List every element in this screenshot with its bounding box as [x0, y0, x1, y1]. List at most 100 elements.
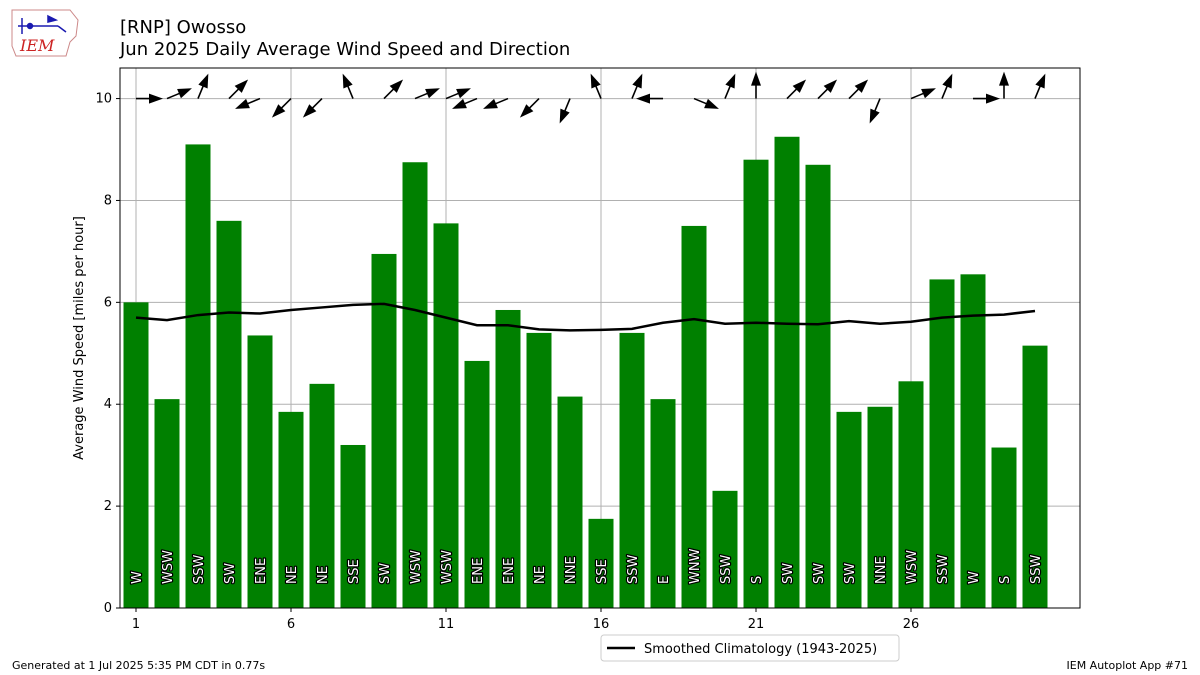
arrow-head: [854, 79, 869, 93]
iem-logo: IEM: [11, 9, 79, 57]
arrow-head: [636, 93, 650, 104]
state-outline-icon: [11, 9, 79, 57]
wind-bar: [371, 253, 397, 608]
wind-direction-arrow: [751, 71, 761, 99]
direction-label: SSW: [719, 554, 734, 584]
direction-label: SW: [843, 563, 858, 584]
direction-label: WSW: [440, 550, 455, 584]
arrow-head: [1035, 73, 1046, 89]
arrow-head: [942, 73, 953, 89]
arrow-head: [234, 79, 249, 93]
arrow-head: [519, 104, 534, 118]
wind-bar: [867, 406, 893, 608]
direction-label: SSE: [347, 559, 362, 584]
arrow-head: [483, 98, 498, 109]
wind-direction-arrow: [519, 98, 540, 118]
wind-bar: [185, 144, 211, 608]
wind-direction-arrow: [445, 88, 471, 100]
arrow-head: [792, 79, 807, 93]
direction-label: WSW: [161, 550, 176, 584]
wind-bar: [681, 225, 707, 608]
wind-bar: [433, 223, 459, 608]
x-tick-label: 16: [593, 617, 610, 632]
arrow-head: [302, 104, 317, 118]
wind-direction-arrow: [136, 93, 163, 104]
x-tick-label: 11: [438, 617, 455, 632]
wind-bar: [960, 274, 986, 608]
wind-bar: [588, 518, 614, 608]
arrow-head: [999, 71, 1009, 86]
arrow-head: [590, 73, 601, 89]
direction-label: SSW: [626, 554, 641, 584]
plot-frame: [119, 67, 1081, 609]
direction-label: SW: [378, 563, 393, 584]
direction-label: NNE: [564, 556, 579, 584]
wind-bar: [774, 136, 800, 608]
wind-direction-arrow: [693, 97, 719, 109]
arrow-head: [632, 73, 643, 89]
direction-label: NE: [533, 566, 548, 584]
direction-label: NE: [316, 566, 331, 584]
wind-bar: [898, 381, 924, 608]
wind-bar: [123, 302, 149, 608]
wind-bar: [1022, 345, 1048, 608]
wind-direction-arrow: [999, 71, 1009, 99]
wind-direction-arrow: [383, 79, 404, 100]
y-tick-label: 10: [95, 92, 112, 107]
legend-box: [600, 634, 900, 662]
arrow-head: [235, 98, 250, 109]
arrow-head: [869, 108, 880, 124]
wind-bar: [712, 490, 738, 608]
chart-subtitle: Jun 2025 Daily Average Wind Speed and Di…: [120, 39, 571, 60]
direction-label: ENE: [502, 558, 517, 584]
direction-label: NE: [285, 566, 300, 584]
y-tick-label: 2: [104, 499, 112, 514]
wind-bar: [247, 335, 273, 608]
wind-direction-arrow: [590, 73, 602, 99]
direction-label: WSW: [409, 550, 424, 584]
direction-label: SSE: [595, 559, 610, 584]
wind-bar: [154, 399, 180, 608]
arrow-head: [425, 88, 440, 99]
wind-direction-arrow: [197, 73, 209, 99]
legend: Smoothed Climatology (1943-2025): [600, 634, 900, 662]
app-label: IEM Autoplot App #71: [1066, 659, 1189, 672]
wind-direction-arrow: [342, 73, 354, 99]
wind-bar: [805, 164, 831, 608]
wind-bar: [836, 411, 862, 608]
arrow-head: [456, 88, 471, 99]
wind-direction-arrow: [235, 97, 261, 109]
wind-direction-arrow: [414, 88, 440, 100]
arrow-head: [559, 108, 570, 124]
arrow-head: [921, 88, 936, 99]
arrow-head: [342, 73, 353, 89]
direction-label: SSW: [192, 554, 207, 584]
wind-direction-arrow: [166, 88, 192, 100]
x-tick-label: 1: [132, 617, 140, 632]
x-tick-label: 21: [748, 617, 765, 632]
weather-instrument-icon: [18, 14, 67, 34]
y-axis-label: Average Wind Speed [miles per hour]: [72, 216, 87, 460]
direction-label: WSW: [905, 550, 920, 584]
arrow-head: [452, 98, 467, 109]
y-tick-label: 6: [104, 295, 112, 310]
wind-bar: [402, 162, 428, 608]
wind-bar: [557, 396, 583, 608]
arrow-head: [725, 73, 736, 89]
direction-label: SW: [223, 563, 238, 584]
direction-label: S: [998, 576, 1013, 584]
wind-direction-arrow: [724, 73, 736, 99]
arrow-head: [271, 104, 286, 118]
direction-label: SW: [781, 563, 796, 584]
wind-direction-arrow: [559, 98, 571, 124]
direction-label: W: [967, 571, 982, 584]
wind-direction-arrow: [910, 88, 936, 100]
wind-bar: [619, 332, 645, 608]
arrow-head: [704, 98, 719, 109]
arrow-head: [149, 93, 163, 104]
arrow-head: [177, 88, 192, 99]
direction-label: ENE: [254, 558, 269, 584]
arrow-head: [389, 79, 404, 93]
wind-direction-arrow: [228, 79, 249, 100]
